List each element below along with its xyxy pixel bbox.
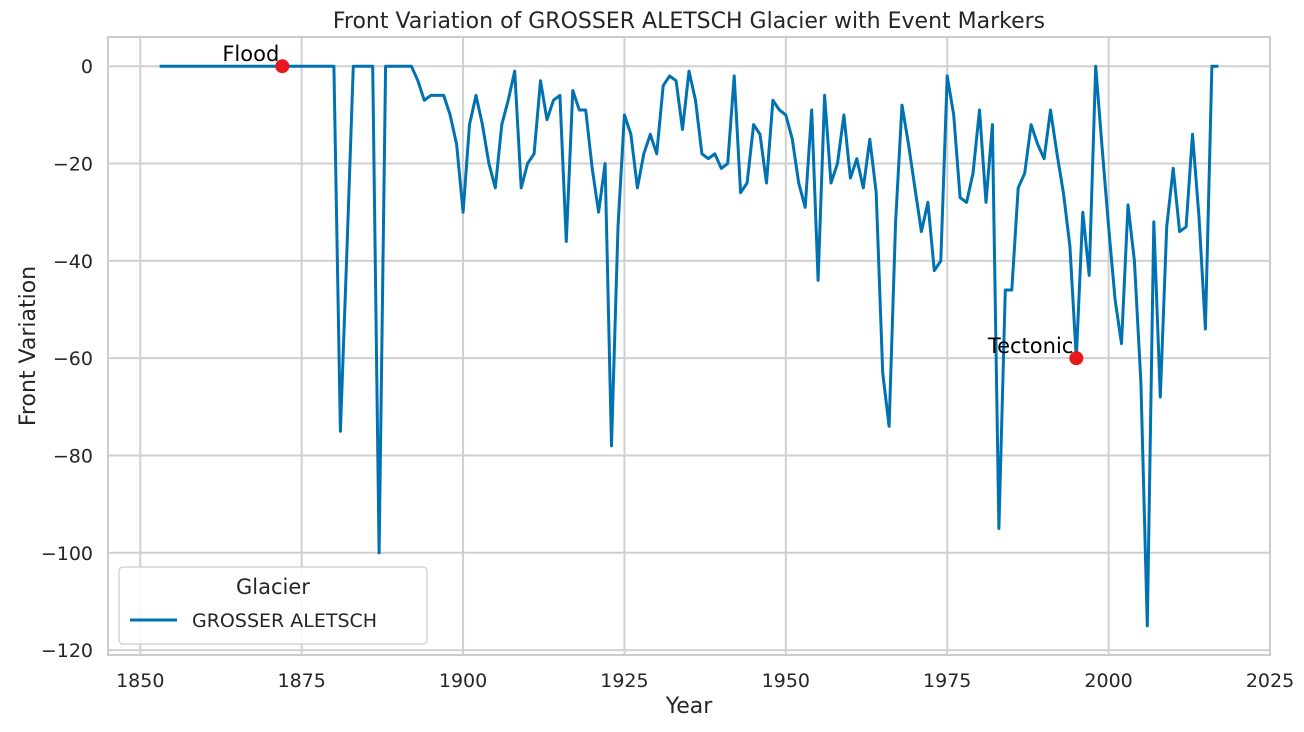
y-tick-label: 0 bbox=[81, 56, 93, 78]
x-tick-label: 2000 bbox=[1084, 670, 1132, 692]
x-axis-label: Year bbox=[665, 694, 714, 719]
series-layer bbox=[159, 64, 1219, 628]
tick-labels: 1850 1875 1900 1925 1950 1975 2000 2025 0 −20 −40 −… bbox=[41, 56, 1294, 692]
grid bbox=[108, 37, 1271, 655]
x-tick-label: 1950 bbox=[762, 670, 810, 692]
x-tick-label: 1975 bbox=[923, 670, 971, 692]
y-tick-label: −80 bbox=[53, 445, 93, 467]
x-tick-label: 1875 bbox=[277, 670, 325, 692]
y-tick-label: −100 bbox=[41, 543, 93, 565]
event-markers: Flood Tectonic bbox=[222, 42, 1084, 366]
event-label: Tectonic bbox=[987, 334, 1074, 358]
y-tick-label: −20 bbox=[53, 154, 93, 176]
y-tick-label: −60 bbox=[53, 348, 93, 370]
legend: Glacier GROSSER ALETSCH bbox=[118, 566, 428, 645]
legend-title: Glacier bbox=[236, 575, 310, 599]
x-tick-label: 1925 bbox=[600, 670, 648, 692]
y-tick-label: −120 bbox=[41, 640, 93, 662]
chart-title: Front Variation of GROSSER ALETSCH Glaci… bbox=[333, 9, 1045, 34]
legend-box bbox=[118, 566, 428, 645]
plot-frame bbox=[107, 36, 1271, 656]
y-tick-label: −40 bbox=[53, 251, 93, 273]
event-label: Flood bbox=[222, 42, 279, 66]
x-tick-label: 1850 bbox=[116, 670, 164, 692]
legend-series-label: GROSSER ALETSCH bbox=[192, 610, 377, 632]
y-axis-label: Front Variation bbox=[16, 266, 41, 426]
series-line-grosser-aletsch bbox=[159, 64, 1219, 628]
x-tick-label: 2025 bbox=[1246, 670, 1294, 692]
event-marker bbox=[1069, 351, 1084, 366]
event-marker bbox=[275, 59, 290, 74]
x-tick-label: 1900 bbox=[439, 670, 487, 692]
